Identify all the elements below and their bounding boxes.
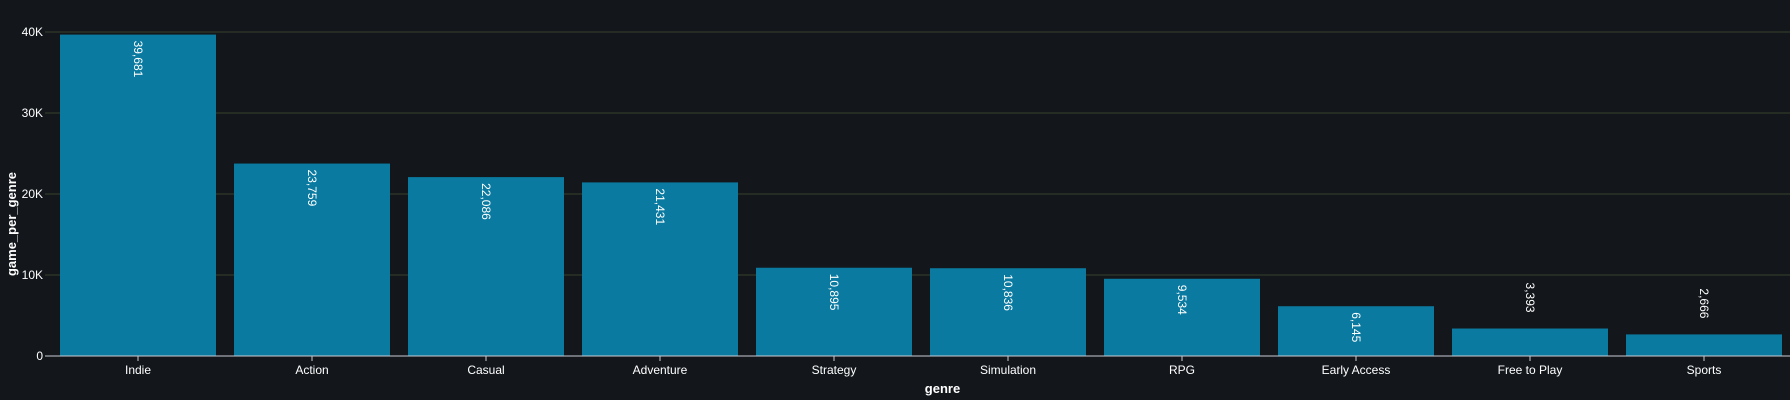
data-labels: 39,681 23,759 22,086 21,431 10,895 10,836 9,53…: [131, 41, 1711, 343]
bar: [1452, 328, 1608, 356]
data-label: 6,145: [1349, 312, 1363, 342]
x-tick-label: Simulation: [980, 363, 1036, 377]
y-tick-label: 0: [36, 349, 43, 363]
y-tick-label: 20K: [22, 187, 43, 201]
data-label: 10,895: [827, 274, 841, 311]
x-tick-label: Casual: [467, 363, 504, 377]
data-label: 39,681: [131, 41, 145, 78]
bars: [60, 34, 1782, 357]
bar: [1104, 278, 1260, 356]
bar: [582, 182, 738, 356]
x-tick-label: Indie: [125, 363, 151, 377]
y-tick-label: 10K: [22, 268, 43, 282]
y-tick-labels: 0 10K 20K 30K 40K: [22, 25, 44, 363]
data-label: 9,534: [1175, 285, 1189, 315]
bar: [930, 268, 1086, 356]
x-tick-label: Early Access: [1322, 363, 1391, 377]
bar: [408, 177, 564, 356]
bar: [1626, 334, 1782, 356]
x-tick-label: RPG: [1169, 363, 1195, 377]
data-label: 23,759: [305, 170, 319, 207]
axes: [45, 355, 1790, 361]
x-axis-title: genre: [925, 381, 960, 396]
bar: [1278, 306, 1434, 356]
y-axis-title: game_per_genre: [4, 172, 19, 276]
data-label: 22,086: [479, 183, 493, 220]
x-tick-label: Action: [295, 363, 328, 377]
x-tick-label: Adventure: [633, 363, 688, 377]
x-tick-label: Free to Play: [1498, 363, 1563, 377]
x-tick-label: Strategy: [812, 363, 857, 377]
bar: [234, 163, 390, 356]
x-tick-label: Sports: [1687, 363, 1722, 377]
data-label: 21,431: [653, 188, 667, 225]
data-label: 10,836: [1001, 274, 1015, 311]
data-label: 2,666: [1697, 288, 1711, 318]
y-tick-label: 40K: [22, 25, 43, 39]
x-tick-labels: Indie Action Casual Adventure Strategy Simula…: [125, 363, 1721, 377]
bar: [60, 34, 216, 357]
y-tick-label: 30K: [22, 106, 43, 120]
bar: [756, 267, 912, 356]
data-label: 3,393: [1523, 283, 1537, 313]
